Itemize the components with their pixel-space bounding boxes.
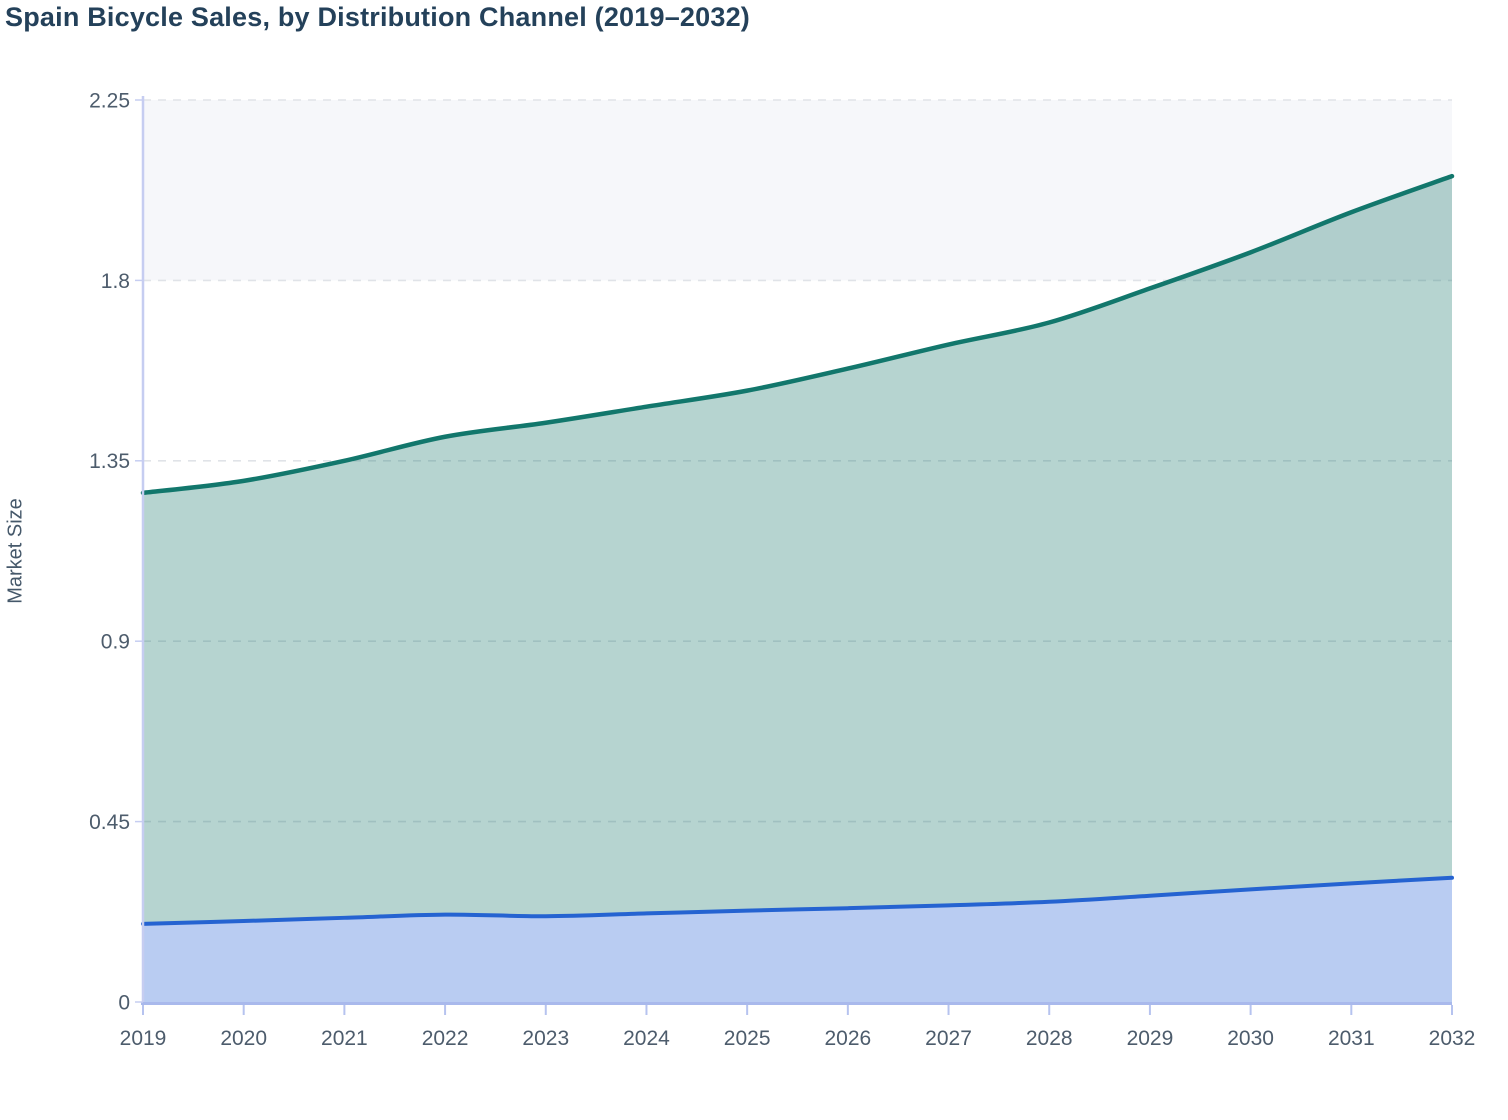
x-tick-label-2019: 2019 xyxy=(120,1027,167,1050)
x-tick-label-2026: 2026 xyxy=(824,1027,871,1050)
x-tick-label-2023: 2023 xyxy=(522,1027,569,1050)
y-tick-label-0: 0 xyxy=(118,991,130,1014)
y-tick-label-0.45: 0.45 xyxy=(89,811,130,834)
line-series-blue[interactable] xyxy=(141,875,1454,926)
x-tick-label-2021: 2021 xyxy=(321,1027,368,1050)
area-series-blue[interactable] xyxy=(143,877,1452,1002)
x-tick-label-2032: 2032 xyxy=(1429,1027,1476,1050)
x-tick-label-2030: 2030 xyxy=(1227,1027,1274,1050)
y-tick-label-1.35: 1.35 xyxy=(89,450,130,473)
x-tick-label-2024: 2024 xyxy=(623,1027,670,1050)
chart-title: Spain Bicycle Sales, by Distribution Cha… xyxy=(5,2,750,32)
y-tick-label-1.8: 1.8 xyxy=(101,270,130,293)
x-tick-label-2020: 2020 xyxy=(220,1027,267,1050)
background-band xyxy=(143,100,1452,281)
x-tick-label-2025: 2025 xyxy=(724,1027,771,1050)
x-tick-label-2029: 2029 xyxy=(1127,1027,1174,1050)
x-tick-label-2022: 2022 xyxy=(422,1027,469,1050)
x-tick-label-2031: 2031 xyxy=(1328,1027,1375,1050)
area-series-teal[interactable] xyxy=(143,176,1452,924)
x-tick-label-2028: 2028 xyxy=(1026,1027,1073,1050)
x-tick-label-2027: 2027 xyxy=(925,1027,972,1050)
y-tick-label-2.25: 2.25 xyxy=(89,89,130,112)
line-series-teal[interactable] xyxy=(140,173,1455,496)
y-tick-label-0.9: 0.9 xyxy=(101,631,130,654)
